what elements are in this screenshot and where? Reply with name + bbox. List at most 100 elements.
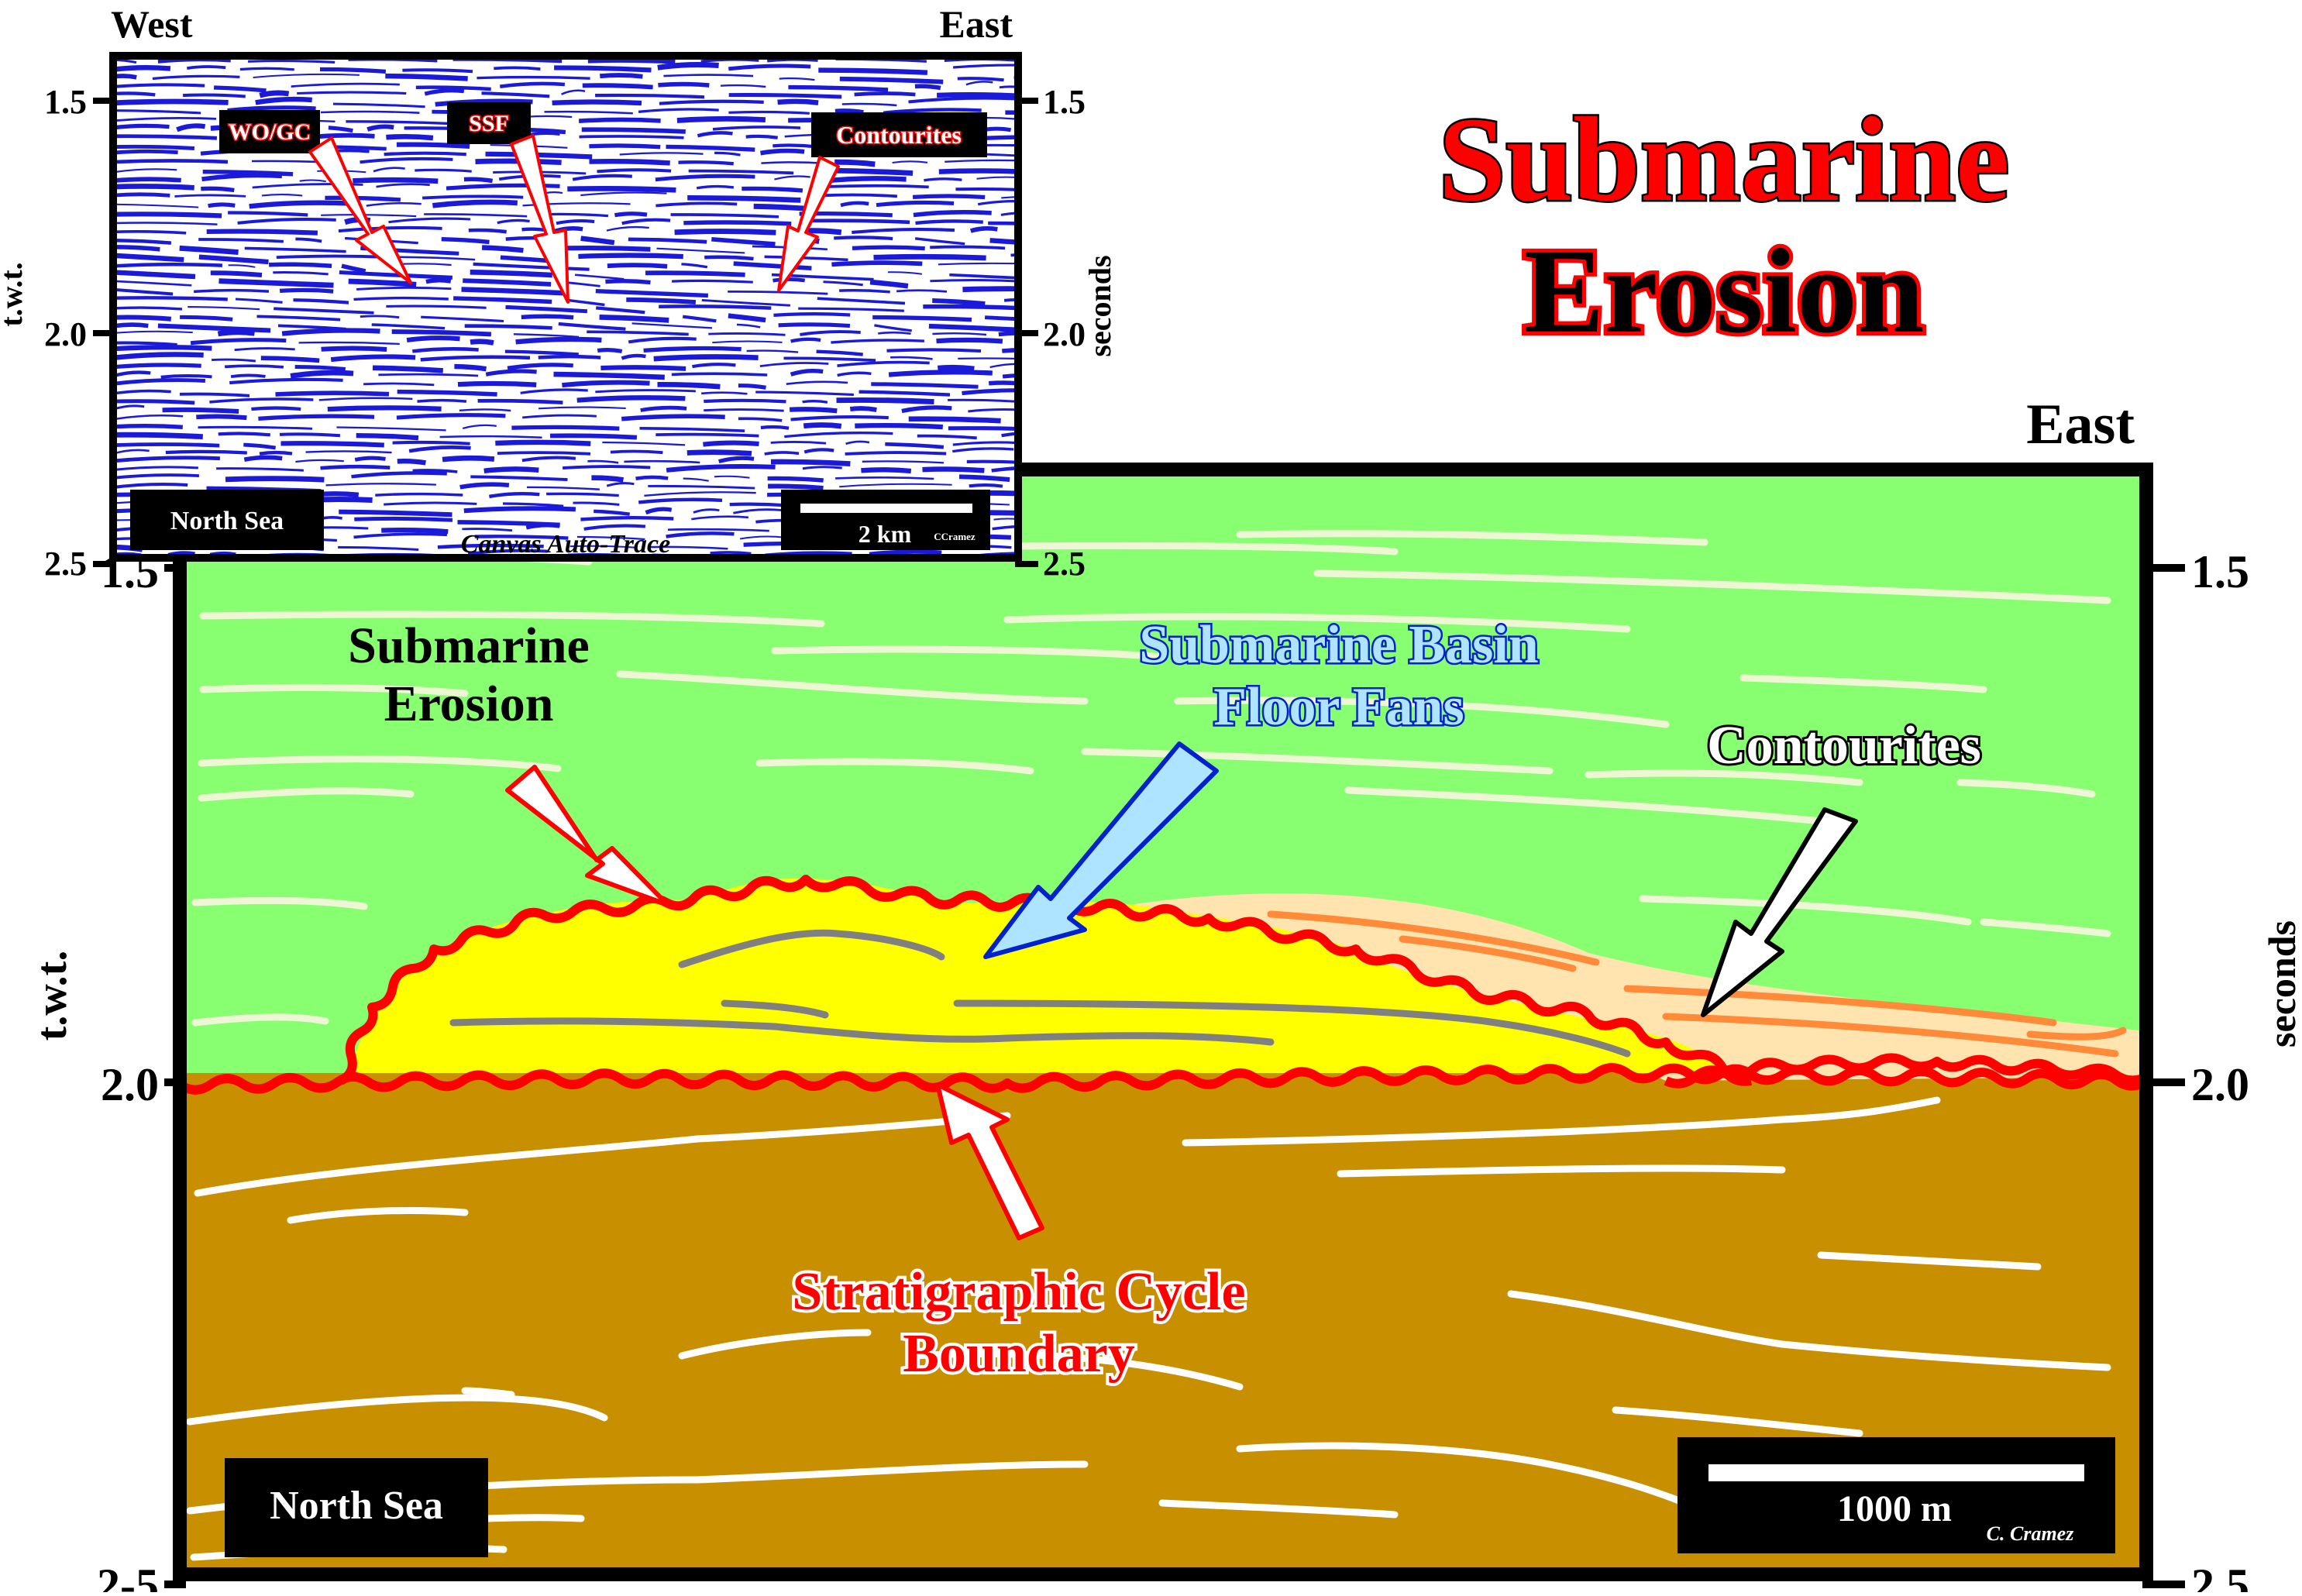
seismic-trace [477,75,590,80]
seismic-trace [481,91,550,98]
main-right-tick-label: 2.0 [2191,1059,2249,1110]
seismic-trace [113,203,199,208]
inset-right-tick-label: 1.5 [1043,83,1086,121]
seismic-trace [113,432,203,440]
inset-callout-wogc: WO/GC [219,110,412,284]
seismic-trace [336,426,446,432]
seismic-trace [1001,196,1018,199]
title-line: Erosion [1523,224,1924,358]
seismic-trace [854,91,916,97]
seismic-trace [376,183,430,188]
seismic-trace [949,273,1018,280]
seismic-trace [511,425,620,431]
seismic-trace [984,315,1018,322]
seismic-trace [113,442,220,448]
contourites-callout: Contourites [1701,714,1984,1017]
seismic-trace [930,245,1006,250]
seismic-trace [558,322,626,331]
seismic-trace [412,469,458,473]
seismic-trace [243,455,283,462]
seismic-trace [196,414,247,421]
seismic-trace [113,64,171,72]
seismic-trace [1000,212,1018,216]
seismic-trace [320,464,391,470]
seismic-trace [255,96,312,105]
seismic-trace [457,380,537,387]
seismic-trace [228,264,256,268]
seismic-trace [742,186,803,193]
seismic-trace [462,528,513,532]
seismic-trace [800,330,861,336]
seismic-trace [477,398,563,404]
seismic-trace [697,131,733,138]
seismic-trace [816,349,863,356]
seismic-trace [1005,110,1018,115]
seismic-trace [325,483,436,487]
inset-left-axis: 1.5 2.0 2.5 t.w.t. [0,83,116,583]
fan-reflectors [449,929,1631,1058]
seismic-trace [467,549,548,556]
seismic-trace [745,134,779,139]
seismic-trace [938,168,1018,174]
seismic-trace [366,201,422,207]
seismic-trace [339,509,452,518]
seismic-trace [693,508,720,514]
seismic-trace [888,370,993,377]
seismic-trace [113,134,218,140]
seismic-trace [396,142,470,149]
seismic-trace [835,476,934,480]
seismic-trace [989,238,1018,245]
seismic-trace [520,388,588,394]
seismic-trace [261,194,303,197]
seismic-trace [957,77,1004,82]
seismic-trace [562,465,651,470]
seismic-trace [774,175,810,181]
seismic-trace [499,81,566,88]
main-left-axis-label: t.w.t. [28,951,76,1041]
seismic-trace [869,549,942,556]
seismic-trace [157,323,271,333]
seismic-trace [268,262,332,268]
seismic-trace [1003,298,1018,302]
seismic-trace [437,543,544,549]
seismic-trace [653,354,759,362]
seismic-trace [198,238,284,243]
seismic-trace [914,84,941,91]
seismic-trace [396,413,506,420]
seismic-trace [798,307,904,312]
inset-left-tick-label: 2.0 [44,315,87,353]
inset-right-tick-label: 2.5 [1043,545,1086,583]
seismic-trace [113,306,183,311]
seismic-trace [606,482,635,487]
seismic-trace [915,219,983,225]
seismic-trace [424,88,465,96]
seismic-trace [339,270,453,280]
seismic-trace [562,380,650,388]
seismic-trace [356,286,452,291]
seismic-trace [638,497,723,504]
boundary-callout: Stratigraphic Cycle Boundary [789,1082,1249,1387]
seismic-trace [113,389,171,395]
seismic-trace [385,73,468,81]
seismic-inset: West East 1.5 2.0 2.5 t.w.t. 1.5 2.0 2.5… [0,2,1117,583]
seismic-trace [635,475,669,480]
seismic-trace [113,83,205,88]
seismic-trace [230,373,266,378]
main-region-badge: North Sea [225,1458,488,1557]
seismic-trace [862,460,945,464]
seismic-trace [384,501,477,506]
seismic-trace [569,545,637,549]
seismic-trace [224,364,284,369]
seismic-trace [977,200,1018,206]
seismic-trace [714,475,750,479]
seismic-trace [578,117,661,123]
seismic-trace [572,174,632,181]
seismic-trace [360,157,453,164]
seismic-trace [373,167,405,173]
main-left-tick-label: 2.0 [101,1059,159,1110]
seismic-trace [225,476,325,483]
title-line: Submarine [1439,92,2010,226]
seismic-trace [113,109,201,115]
seismic-trace [777,98,819,105]
seismic-trace [210,270,263,277]
